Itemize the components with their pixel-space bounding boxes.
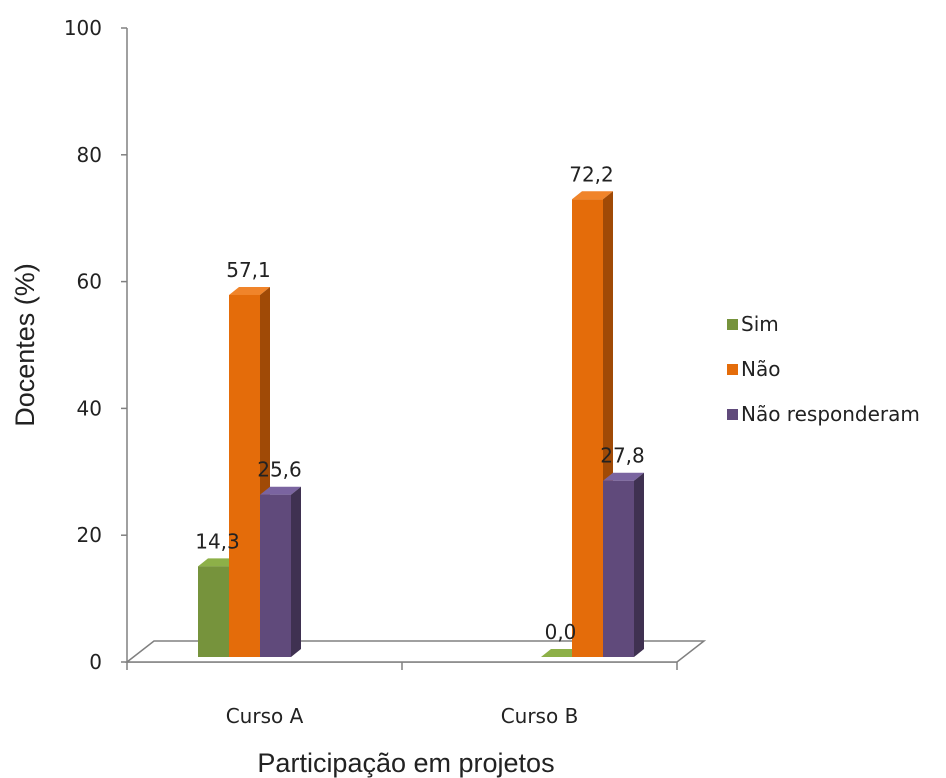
data-label: 14,3 xyxy=(195,529,240,553)
data-label: 27,8 xyxy=(600,444,645,468)
y-tick-label: 20 xyxy=(77,523,102,547)
y-axis-title: Docentes (%) xyxy=(10,263,40,427)
bar xyxy=(603,473,644,657)
x-axis-title: Participação em projetos xyxy=(257,748,554,778)
data-label: 72,2 xyxy=(569,162,614,186)
legend-swatch xyxy=(727,364,738,375)
data-label: 25,6 xyxy=(257,458,302,482)
y-tick-label: 60 xyxy=(77,270,102,294)
legend-swatch xyxy=(727,409,738,420)
bar-front xyxy=(198,566,229,657)
y-tick-label: 80 xyxy=(77,143,102,167)
legend-label: Sim xyxy=(741,312,779,336)
data-label: 57,1 xyxy=(226,258,271,282)
y-tick-label: 0 xyxy=(89,650,102,674)
bar-front xyxy=(260,495,291,657)
legend: Sim Não Não responderam xyxy=(727,312,920,426)
category-label: Curso A xyxy=(226,704,304,728)
bar-front xyxy=(603,481,634,657)
y-axis-ticks: 0 20 40 60 80 100 xyxy=(64,16,127,674)
bar-front xyxy=(572,199,603,657)
bar xyxy=(260,487,301,657)
category-labels: Curso A Curso B xyxy=(226,704,579,728)
y-tick-label: 40 xyxy=(77,396,102,420)
bar-side xyxy=(291,487,301,657)
legend-swatch xyxy=(727,319,738,330)
data-label: 0,0 xyxy=(545,620,577,644)
bar-side xyxy=(634,473,644,657)
x-axis-ticks xyxy=(127,662,677,670)
category-label: Curso B xyxy=(501,704,579,728)
legend-label: Não responderam xyxy=(741,402,920,426)
y-tick-label: 100 xyxy=(64,16,102,40)
bar-front xyxy=(229,295,260,657)
legend-label: Não xyxy=(741,357,780,381)
